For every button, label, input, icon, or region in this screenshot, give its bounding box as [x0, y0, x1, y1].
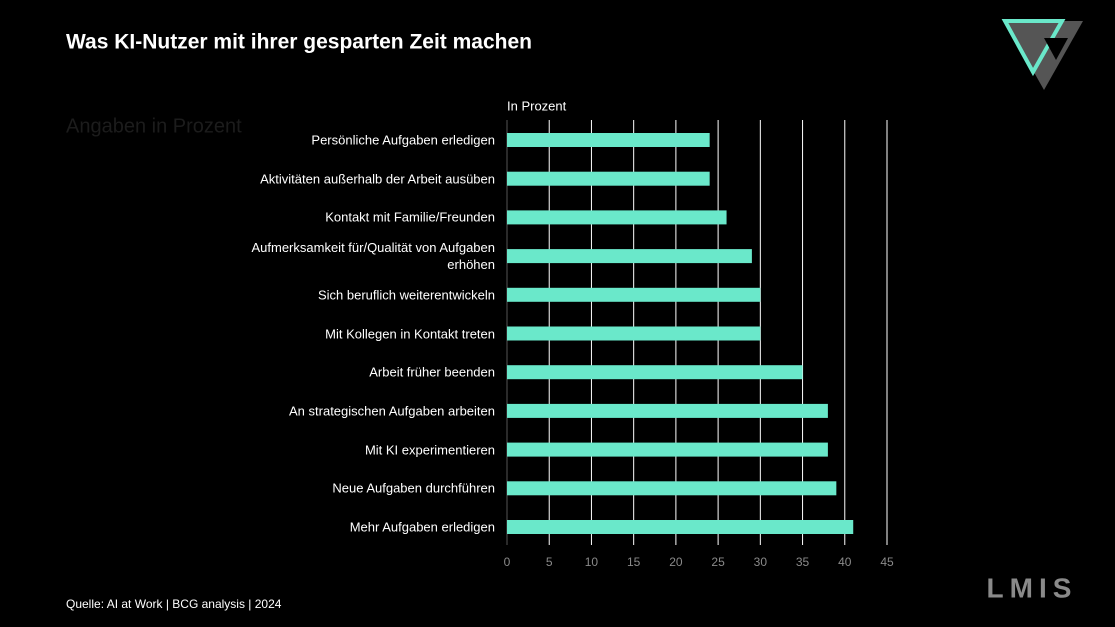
x-tick-label: 10 — [585, 555, 599, 569]
y-tick-label: Persönliche Aufgaben erledigen — [311, 132, 495, 148]
logo-shape — [1044, 38, 1068, 60]
y-tick-label: Sich beruflich weiterentwickeln — [317, 287, 495, 303]
logo-text: LMIS — [987, 572, 1078, 603]
y-tick-label: Arbeit früher beenden — [369, 364, 495, 380]
subtitle: Angaben in Prozent — [66, 115, 242, 137]
x-tick-label: 0 — [504, 555, 511, 569]
bar — [507, 171, 710, 186]
bar — [507, 365, 803, 380]
y-tick-label: Aufmerksamkeit für/Qualität von Aufgaben… — [251, 240, 495, 273]
x-tick-label: 45 — [880, 555, 894, 569]
chart-title: Was KI-Nutzer mit ihrer gesparten Zeit m… — [66, 31, 532, 54]
y-tick-label: Mit KI experimentieren — [364, 442, 495, 458]
y-tick-label: Mit Kollegen in Kontakt treten — [325, 326, 495, 341]
x-tick-label: 15 — [627, 555, 641, 569]
bar — [507, 520, 854, 534]
logo-shape — [1001, 19, 1066, 77]
x-tick-label: 25 — [711, 555, 725, 569]
logo — [1001, 19, 1083, 90]
x-tick-label: 35 — [796, 555, 810, 569]
bar — [507, 442, 828, 457]
y-tick-label: Kontakt mit Familie/Freunden — [325, 209, 495, 225]
y-tick-label: An strategischen Aufgaben arbeiten — [289, 403, 495, 419]
x-tick-label: 5 — [546, 555, 553, 569]
axis-label: In Prozent — [507, 98, 567, 113]
bar — [507, 481, 837, 496]
y-tick-label: Neue Aufgaben durchführen — [332, 480, 495, 496]
x-tick-label: 30 — [754, 555, 768, 569]
bar — [507, 403, 828, 418]
source: Quelle: AI at Work | BCG analysis | 2024 — [66, 597, 282, 611]
bar — [507, 326, 761, 341]
x-tick-label: 40 — [838, 555, 852, 569]
y-tick-label: Aktivitäten außerhalb der Arbeit ausüben — [260, 171, 495, 187]
bar — [507, 210, 727, 225]
y-tick-label: Mehr Aufgaben erledigen — [349, 519, 495, 535]
bar — [507, 249, 752, 264]
bar — [507, 133, 710, 147]
bar — [507, 287, 761, 302]
x-tick-label: 20 — [669, 555, 683, 569]
